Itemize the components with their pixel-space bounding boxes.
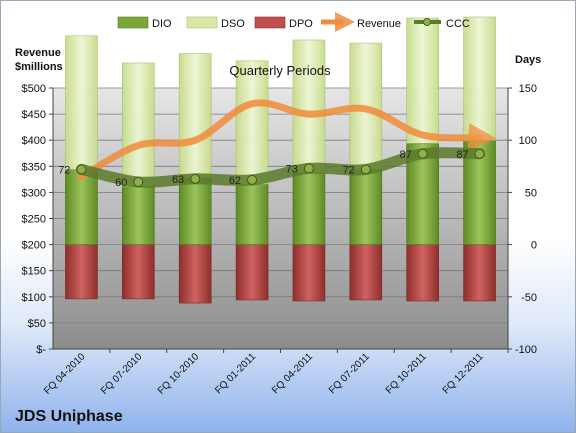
bar-dio — [235, 183, 269, 245]
x-tick-label: FQ 07-2011 — [327, 351, 372, 396]
ccc-data-label: 87 — [456, 149, 468, 161]
x-tick-label: FQ 10-2011 — [384, 351, 429, 396]
legend-label-ccc: CCC — [446, 18, 470, 30]
left-tick-label: $400 — [22, 135, 46, 147]
right-tick-label: -50 — [521, 292, 537, 304]
left-axis-label-line2: $millions — [15, 61, 63, 73]
legend-label-dio: DIO — [152, 18, 172, 30]
right-tick-label: 0 — [531, 240, 537, 252]
bar-dio — [65, 169, 98, 245]
legend-marker-ccc — [423, 18, 431, 26]
bar-dio — [122, 185, 155, 245]
x-tick-label: FQ 04-2010 — [42, 351, 88, 397]
left-tick-label: $350 — [22, 161, 46, 173]
left-tick-label: $450 — [22, 109, 46, 121]
left-tick-label: $300 — [22, 187, 46, 199]
left-tick-label: $- — [36, 344, 46, 356]
ccc-data-label: 72 — [343, 164, 355, 176]
ccc-point — [76, 164, 87, 175]
bar-dso — [122, 62, 155, 187]
right-axis-label: Days — [515, 54, 541, 66]
ccc-data-label: 73 — [286, 163, 298, 175]
x-tick-label: FQ 10-2010 — [156, 351, 202, 397]
legend-swatch-dio — [117, 16, 149, 29]
bar-dpo — [122, 244, 155, 300]
bar-dpo — [463, 244, 496, 302]
left-tick-label: $500 — [22, 83, 46, 95]
bar-dso — [292, 39, 326, 173]
x-tick-label: FQ 07-2010 — [99, 351, 145, 397]
ccc-point — [360, 164, 371, 175]
ccc-data-label: 60 — [115, 177, 127, 189]
ccc-data-label: 72 — [58, 164, 70, 176]
right-tick-label: 150 — [519, 83, 537, 95]
bar-dso — [65, 35, 98, 170]
bar-dpo — [406, 244, 439, 302]
x-tick-label: FQ 12-2011 — [441, 351, 486, 396]
bar-dio — [349, 169, 383, 245]
ccc-point — [303, 163, 314, 174]
lines-group: 72 60 63 62 73 72 87 87 — [58, 99, 497, 189]
bars-group — [65, 16, 496, 304]
ccc-point — [190, 173, 201, 184]
bar-dpo — [292, 244, 326, 302]
bar-dio — [178, 177, 212, 245]
bar-dso — [463, 16, 496, 141]
ccc-point — [247, 174, 258, 185]
bar-dio — [292, 172, 326, 245]
legend-swatch-dso — [186, 16, 218, 29]
company-name: JDS Uniphase — [15, 408, 123, 425]
left-tick-label: $250 — [22, 214, 46, 226]
ccc-data-label: 63 — [172, 174, 184, 186]
right-tick-label: -100 — [515, 344, 537, 356]
left-tick-label: $100 — [22, 292, 46, 304]
left-tick-label: $200 — [22, 240, 46, 252]
chart-title: Quarterly Periods — [229, 63, 331, 78]
bar-dpo — [349, 244, 383, 301]
revenue-line — [77, 99, 497, 181]
legend-label-dpo: DPO — [289, 18, 313, 30]
x-tick-label: FQ 01-2011 — [213, 351, 258, 396]
bar-dso — [235, 60, 269, 185]
legend: DIO DSO DPO Revenue CCC — [117, 12, 470, 32]
right-tick-label: 100 — [519, 135, 537, 147]
ccc-point — [417, 148, 428, 159]
left-tick-label: $150 — [22, 266, 46, 278]
ccc-data-label: 62 — [229, 175, 241, 187]
ccc-data-label: 87 — [399, 149, 411, 161]
bar-dso — [406, 17, 439, 144]
ccc-point — [474, 148, 485, 159]
legend-label-revenue: Revenue — [357, 18, 401, 30]
x-tick-label: FQ 04-2011 — [270, 351, 315, 396]
left-axis-label-line1: Revenue — [15, 47, 61, 59]
left-tick-label: $50 — [28, 318, 46, 330]
bar-dpo — [65, 244, 98, 300]
bar-dpo — [235, 244, 269, 301]
ccc-point — [133, 176, 144, 187]
legend-label-dso: DSO — [221, 18, 245, 30]
bar-dso — [178, 53, 212, 179]
legend-swatch-dpo — [254, 16, 286, 29]
bar-dpo — [178, 244, 212, 304]
right-tick-label: 50 — [525, 187, 537, 199]
